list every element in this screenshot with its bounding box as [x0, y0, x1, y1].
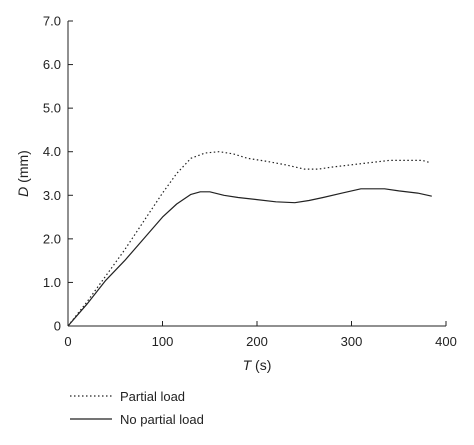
legend-label-no-partial-load: No partial load — [120, 412, 204, 427]
y-tick-label: 7.0 — [43, 14, 61, 29]
x-tick-label: 300 — [341, 334, 363, 349]
x-tick-label: 400 — [435, 334, 457, 349]
y-tick-label: 4.0 — [43, 144, 61, 159]
x-axis-variable: T — [243, 357, 253, 373]
y-tick-label: 2.0 — [43, 231, 61, 246]
x-axis-unit: (s) — [251, 357, 271, 373]
x-ticks: 0 100 200 300 400 — [64, 321, 457, 349]
y-tick-label: 1.0 — [43, 275, 61, 290]
x-tick-label: 100 — [152, 334, 174, 349]
y-ticks: 0 1.0 2.0 3.0 4.0 5.0 6.0 7.0 — [43, 14, 73, 334]
x-axis-title: T (s) — [243, 357, 272, 373]
x-tick-label: 0 — [64, 334, 71, 349]
y-tick-label: 5.0 — [43, 101, 61, 116]
series-layer — [67, 151, 432, 327]
y-axis-title: D (mm) — [15, 150, 31, 197]
legend-item-partial-load: Partial load — [70, 389, 185, 404]
y-tick-label: 0 — [54, 319, 61, 334]
legend-item-no-partial-load: No partial load — [70, 412, 204, 427]
y-tick-label: 3.0 — [43, 188, 61, 203]
series-line-partial-load — [67, 151, 431, 327]
y-tick-label: 6.0 — [43, 57, 61, 72]
legend: Partial load No partial load — [70, 389, 204, 427]
x-tick-label: 200 — [246, 334, 268, 349]
series-line-no-partial-load — [67, 188, 432, 327]
axes — [67, 21, 446, 327]
y-axis-variable: D — [15, 187, 31, 197]
legend-label-partial-load: Partial load — [120, 389, 185, 404]
y-axis-unit: (mm) — [15, 150, 31, 187]
